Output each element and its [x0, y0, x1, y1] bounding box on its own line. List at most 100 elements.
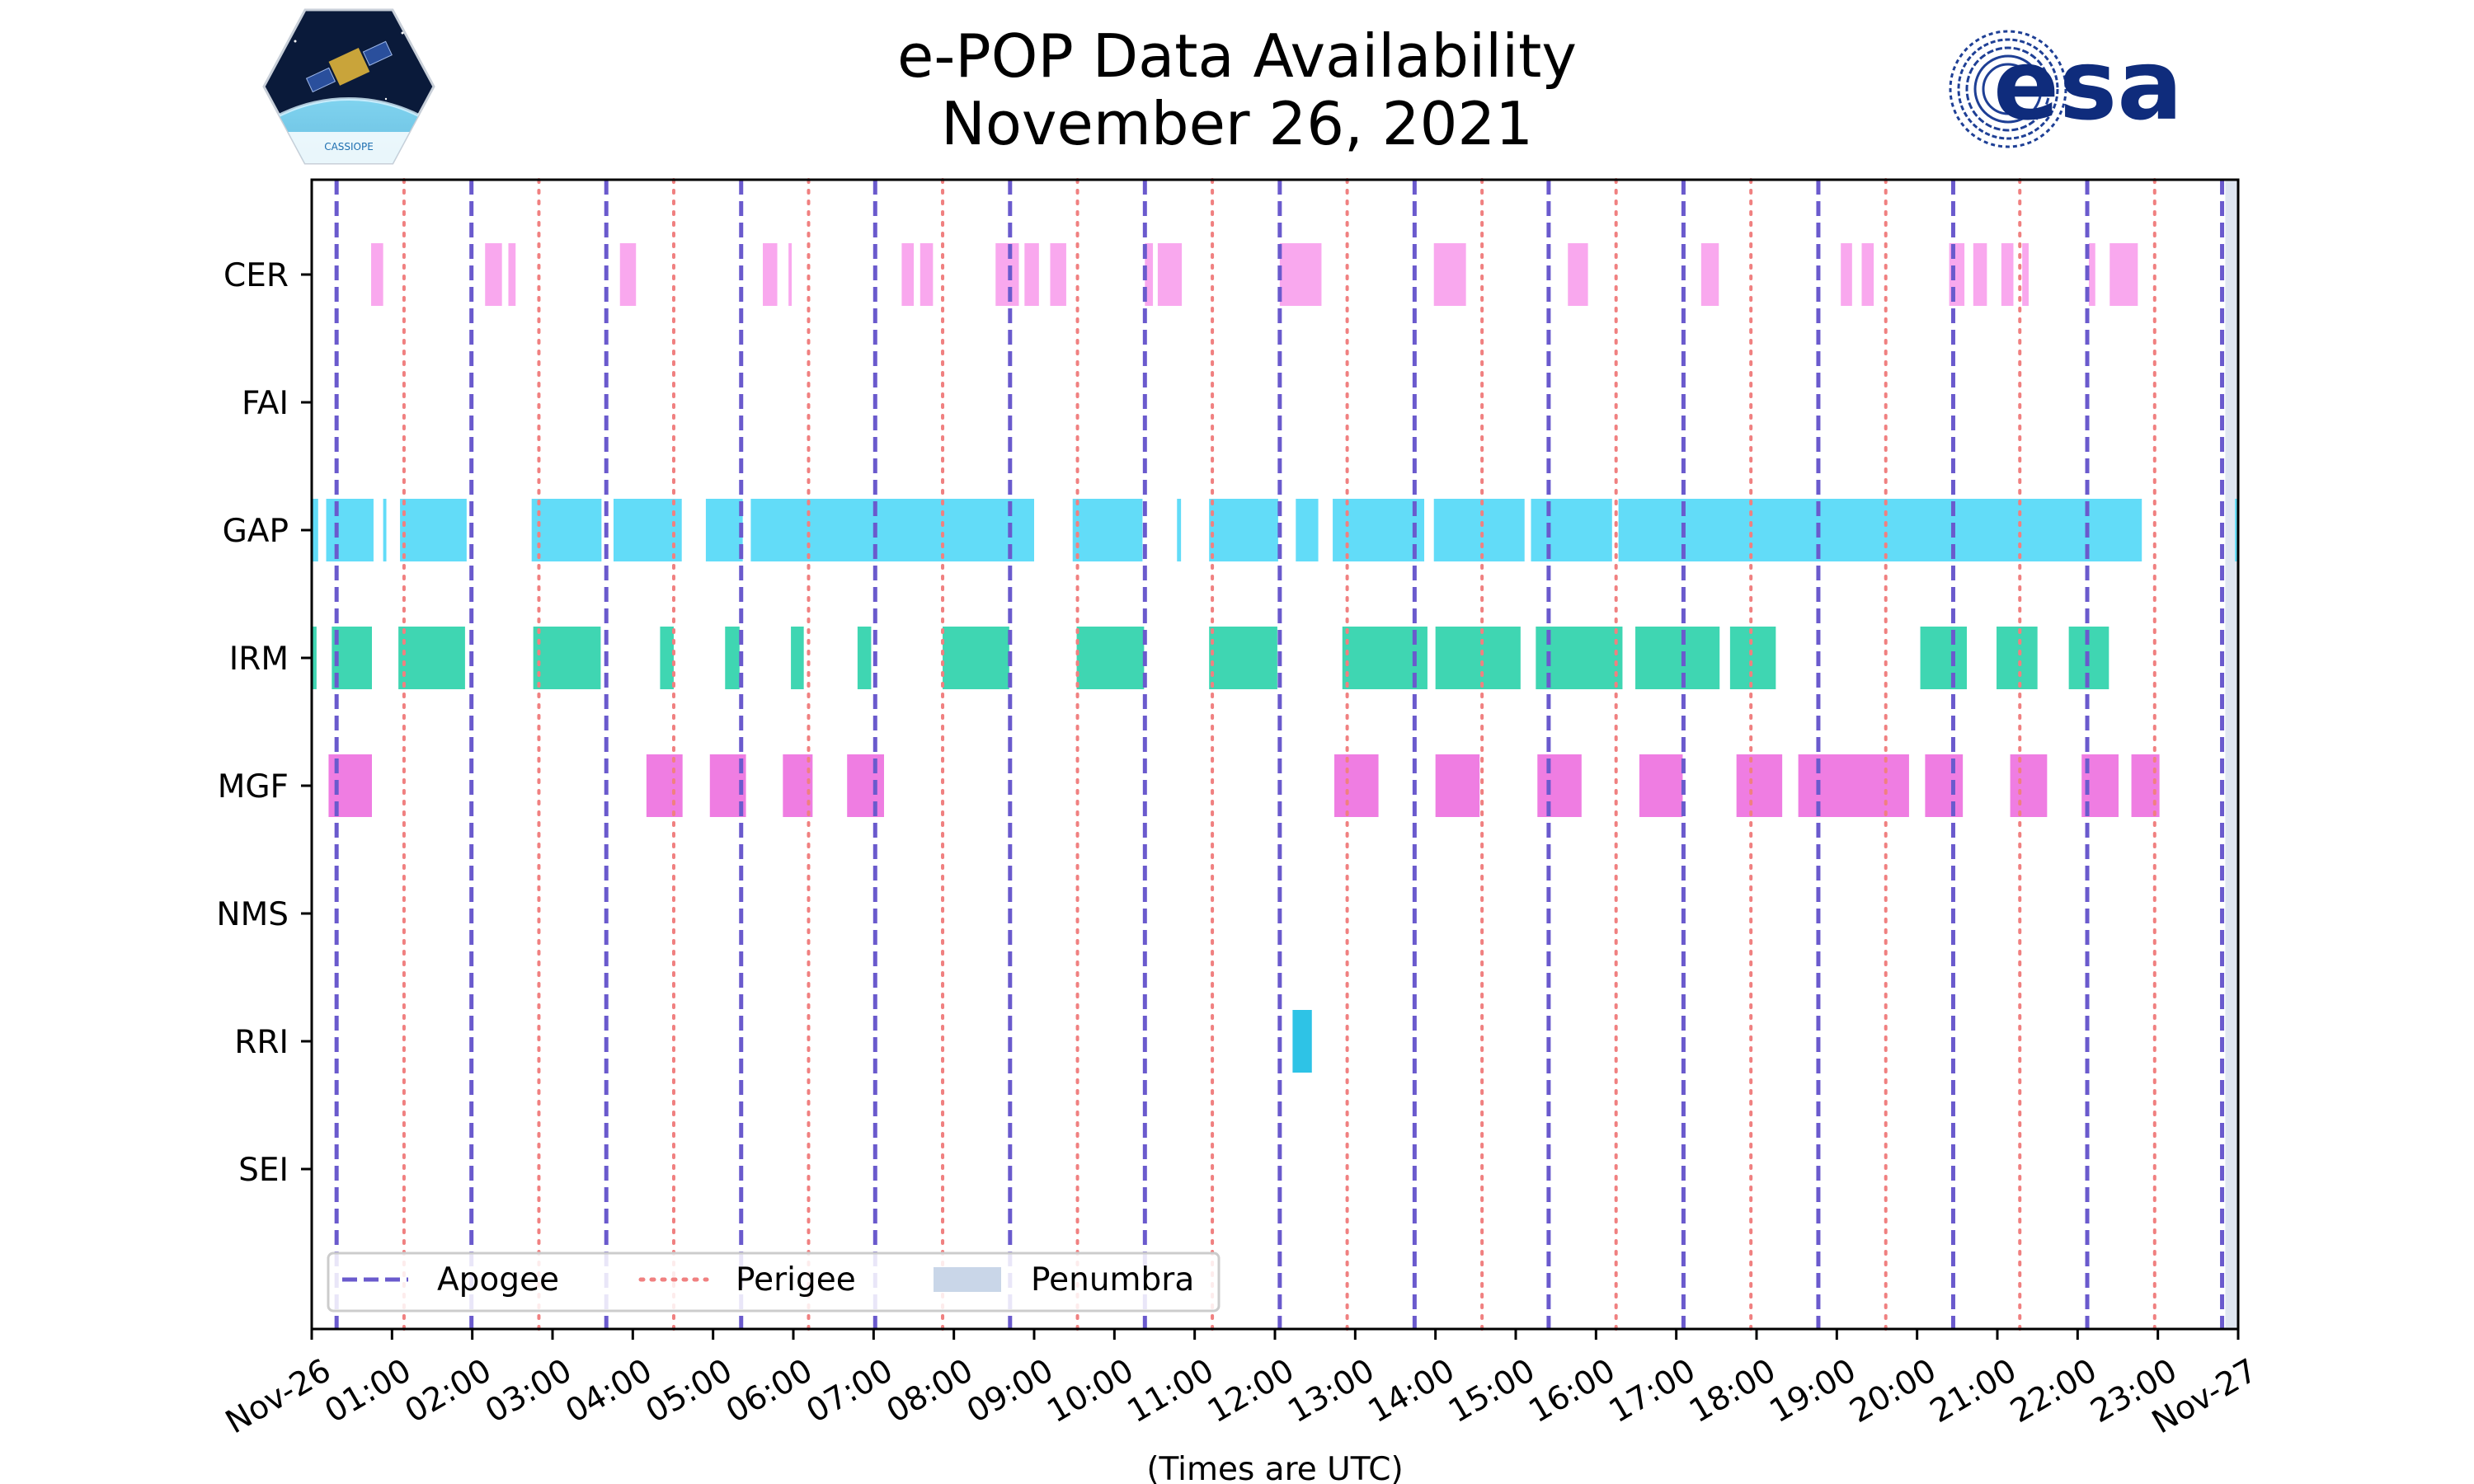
x-tick-label: Nov-26 — [219, 1352, 337, 1441]
bar-cer — [1700, 243, 1719, 306]
bar-gap — [1177, 499, 1182, 561]
bar-irm — [1209, 627, 1277, 689]
bar-gap — [326, 499, 374, 561]
x-tick-label: 10:00 — [1041, 1352, 1140, 1430]
bar-irm — [1920, 627, 1968, 689]
y-tick-label: FAI — [242, 385, 289, 422]
data-bars — [312, 243, 2238, 1073]
penumbra-region — [2225, 180, 2238, 1329]
x-tick-label: 08:00 — [881, 1352, 980, 1430]
x-tick-label: 11:00 — [1122, 1352, 1221, 1430]
x-tick-label: 17:00 — [1603, 1352, 1702, 1430]
chart-subtitle: November 26, 2021 — [940, 89, 1534, 158]
bar-gap — [1296, 499, 1319, 561]
bar-mgf — [1798, 754, 1909, 817]
bar-gap — [613, 499, 682, 561]
bar-gap — [1531, 499, 1612, 561]
legend-apogee-label: Apogee — [437, 1261, 559, 1298]
bar-mgf — [1736, 754, 1783, 817]
y-tick-label: SEI — [238, 1152, 289, 1189]
y-tick-label: IRM — [229, 641, 289, 678]
esa-logo: esa — [1949, 28, 2183, 148]
bar-cer — [1568, 243, 1588, 306]
bar-gap — [1618, 499, 2142, 561]
bar-cer — [920, 243, 934, 306]
x-tick-label: 19:00 — [1763, 1352, 1862, 1430]
y-tick-label: GAP — [223, 513, 289, 550]
bar-irm — [1076, 627, 1145, 689]
x-tick-label: 16:00 — [1522, 1352, 1621, 1430]
x-tick-label: 12:00 — [1202, 1352, 1300, 1430]
x-tick-label: 01:00 — [318, 1352, 417, 1430]
bar-cer — [1841, 243, 1852, 306]
bar-cer — [995, 243, 1019, 306]
bar-gap — [1333, 499, 1425, 561]
x-axis: Nov-2601:0002:0003:0004:0005:0006:0007:0… — [219, 1329, 2264, 1441]
bar-mgf — [1537, 754, 1582, 817]
x-tick-label: 18:00 — [1683, 1352, 1782, 1430]
x-tick-label: 04:00 — [559, 1352, 658, 1430]
x-tick-label: 20:00 — [1844, 1352, 1943, 1430]
x-tick-label: 13:00 — [1282, 1352, 1380, 1430]
bar-irm — [857, 627, 872, 689]
bar-gap — [1433, 499, 1525, 561]
bar-cer — [1433, 243, 1466, 306]
bar-irm — [1635, 627, 1720, 689]
bar-cer — [508, 243, 516, 306]
x-axis-label: (Times are UTC) — [1146, 1451, 1403, 1484]
bar-cer — [2109, 243, 2138, 306]
x-tick-label: 14:00 — [1362, 1352, 1461, 1430]
bar-irm — [1435, 627, 1521, 689]
bar-cer — [1145, 243, 1154, 306]
orbit-lines — [334, 178, 2225, 1331]
legend-perigee-label: Perigee — [736, 1261, 856, 1298]
bar-mgf — [783, 754, 813, 817]
bar-gap — [705, 499, 743, 561]
bar-gap — [2235, 499, 2238, 561]
chart-title: e-POP Data Availability — [897, 21, 1577, 91]
bar-gap — [383, 499, 387, 561]
penumbra-band — [2225, 180, 2238, 1329]
bar-cer — [1973, 243, 1987, 306]
bar-cer — [1024, 243, 1039, 306]
bar-cer — [1861, 243, 1874, 306]
bar-cer — [1279, 243, 1322, 306]
bar-irm — [725, 627, 740, 689]
legend-penumbra-swatch — [934, 1267, 1001, 1292]
y-tick-label: MGF — [218, 768, 289, 805]
y-axis: CER FAI GAP IRM MGF NMS RRI SEI — [216, 257, 312, 1189]
bar-mgf — [1639, 754, 1683, 817]
cassiope-logo-text: CASSIOPE — [324, 141, 374, 153]
bar-mgf — [847, 754, 884, 817]
bar-irm — [791, 627, 804, 689]
bar-irm — [533, 627, 601, 689]
bar-gap — [1209, 499, 1278, 561]
x-tick-label: 22:00 — [2004, 1352, 2103, 1430]
y-tick-label: NMS — [216, 896, 289, 933]
bar-gap — [400, 499, 467, 561]
x-tick-label: 03:00 — [479, 1352, 578, 1430]
bar-gap — [1072, 499, 1143, 561]
bar-irm — [1997, 627, 2038, 689]
x-tick-label: 02:00 — [399, 1352, 498, 1430]
bar-mgf — [1925, 754, 1964, 817]
x-tick-label: 05:00 — [640, 1352, 739, 1430]
bar-cer — [2001, 243, 2014, 306]
bar-irm — [943, 627, 1009, 689]
bar-irm — [660, 627, 674, 689]
bar-irm — [1729, 627, 1776, 689]
y-tick-label: CER — [223, 257, 289, 294]
bar-cer — [619, 243, 637, 306]
bar-cer — [371, 243, 383, 306]
bar-cer — [788, 243, 793, 306]
legend-penumbra-label: Penumbra — [1031, 1261, 1194, 1298]
bar-mgf — [2131, 754, 2160, 817]
x-tick-label: 09:00 — [961, 1352, 1060, 1430]
bar-gap — [750, 499, 1034, 561]
bar-mgf — [1435, 754, 1480, 817]
bar-cer — [2022, 243, 2029, 306]
x-tick-label: 21:00 — [1924, 1352, 2023, 1430]
legend: Apogee Perigee Penumbra — [327, 1252, 1221, 1313]
bar-mgf — [2010, 754, 2048, 817]
